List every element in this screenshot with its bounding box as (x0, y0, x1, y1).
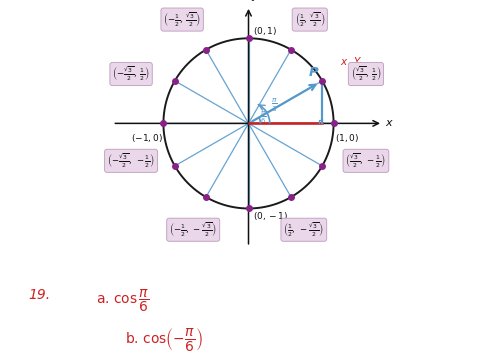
Text: $\left(\frac{\sqrt{3}}{2},\,-\frac{1}{2}\right)$: $\left(\frac{\sqrt{3}}{2},\,-\frac{1}{2}… (346, 152, 386, 170)
Text: $\left(-\frac{\sqrt{3}}{2},\,-\frac{1}{2}\right)$: $\left(-\frac{\sqrt{3}}{2},\,-\frac{1}{2… (107, 152, 155, 170)
Text: $\left(\frac{1}{2},\,-\frac{\sqrt{3}}{2}\right)$: $\left(\frac{1}{2},\,-\frac{\sqrt{3}}{2}… (283, 221, 324, 239)
Text: $(0,-1)$: $(0,-1)$ (253, 210, 288, 222)
Text: b. $\cos\!\left(-\dfrac{\pi}{6}\right)$: b. $\cos\!\left(-\dfrac{\pi}{6}\right)$ (125, 326, 203, 353)
Text: $\left(\frac{\sqrt{3}}{2},\,\frac{1}{2}\right)$: $\left(\frac{\sqrt{3}}{2},\,\frac{1}{2}\… (351, 65, 381, 83)
Text: $(-1,0)$: $(-1,0)$ (131, 132, 163, 144)
Text: Y: Y (353, 57, 360, 67)
Text: $(0,1)$: $(0,1)$ (253, 24, 277, 37)
Text: $\left(\frac{1}{2},\,\frac{\sqrt{3}}{2}\right)$: $\left(\frac{1}{2},\,\frac{\sqrt{3}}{2}\… (295, 10, 325, 29)
Text: $\frac{\pi}{3}$: $\frac{\pi}{3}$ (271, 97, 277, 114)
Text: $y$: $y$ (251, 0, 260, 3)
Text: $x$: $x$ (384, 118, 394, 129)
Text: $\left(-\frac{\sqrt{3}}{2},\,\frac{1}{2}\right)$: $\left(-\frac{\sqrt{3}}{2},\,\frac{1}{2}… (112, 65, 150, 83)
Text: $(1,0)$: $(1,0)$ (336, 132, 360, 144)
Text: $\frac{\pi}{6}$: $\frac{\pi}{6}$ (260, 109, 266, 126)
Text: $\left(-\frac{1}{2},\,-\frac{\sqrt{3}}{2}\right)$: $\left(-\frac{1}{2},\,-\frac{\sqrt{3}}{2… (169, 221, 217, 239)
Text: x: x (341, 57, 347, 67)
Text: a. $\cos\dfrac{\pi}{6}$: a. $\cos\dfrac{\pi}{6}$ (96, 288, 150, 314)
Text: $\left(-\frac{1}{2},\,\frac{\sqrt{3}}{2}\right)$: $\left(-\frac{1}{2},\,\frac{\sqrt{3}}{2}… (163, 10, 201, 29)
Text: 19.: 19. (29, 288, 51, 302)
Text: P: P (309, 66, 319, 79)
